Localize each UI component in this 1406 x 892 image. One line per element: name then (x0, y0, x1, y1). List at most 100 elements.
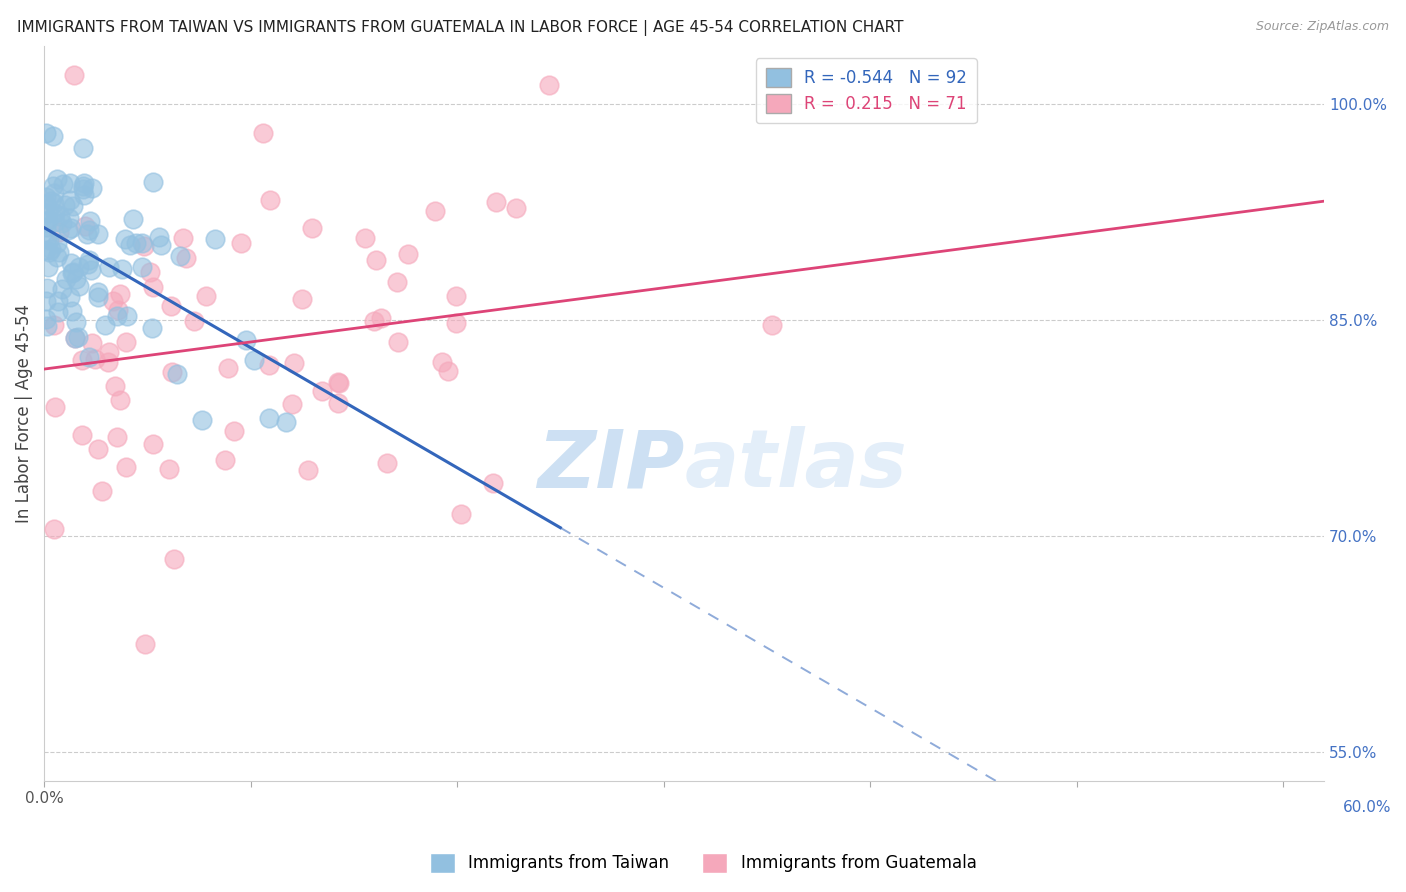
Point (53, 198, 76, 212)
Point (42, 179, 65, 194)
Point (59, 176, 82, 190)
Point (157, 462, 180, 476)
Point (45, 251, 67, 265)
Point (160, 365, 183, 379)
Point (484, 195, 506, 210)
Point (59, 221, 82, 235)
Point (370, 310, 392, 325)
Point (115, 459, 138, 474)
Point (101, 294, 124, 309)
Point (311, 384, 333, 399)
Point (366, 252, 388, 267)
Point (94, 318, 117, 332)
Point (77, 350, 100, 364)
Point (37, 212, 59, 227)
Point (204, 232, 226, 246)
Point (41, 242, 63, 256)
Point (326, 396, 349, 410)
Point (35, 294, 58, 309)
Point (142, 280, 165, 294)
Point (72, 141, 94, 155)
Point (114, 232, 136, 246)
Point (122, 212, 145, 227)
Point (87, 285, 110, 299)
Point (37, 318, 59, 333)
Point (38, 233, 60, 247)
Point (444, 289, 467, 303)
Point (115, 334, 138, 349)
Point (44, 215, 66, 229)
Point (163, 551, 186, 566)
Point (252, 126, 274, 140)
Point (149, 238, 172, 252)
Point (66, 329, 89, 343)
Point (387, 334, 409, 349)
Point (51, 216, 73, 230)
Point (70, 352, 93, 367)
Point (183, 314, 205, 328)
Point (65, 315, 87, 329)
Point (257, 411, 280, 425)
Text: ZIP: ZIP (537, 426, 685, 504)
Point (141, 321, 163, 335)
Y-axis label: In Labor Force | Age 45-54: In Labor Force | Age 45-54 (15, 304, 32, 523)
Point (131, 235, 153, 250)
Point (76, 257, 98, 271)
Point (51, 282, 73, 296)
Point (48, 305, 70, 319)
Point (105, 430, 128, 444)
Point (35, 190, 58, 204)
Point (65, 272, 87, 286)
Text: 60.0%: 60.0% (1343, 799, 1391, 814)
Point (35, 244, 58, 258)
Point (259, 358, 281, 372)
Point (86, 227, 108, 241)
Point (537, 78, 560, 93)
Point (217, 361, 239, 376)
Point (214, 452, 236, 467)
Point (166, 368, 188, 382)
Point (148, 229, 170, 244)
Point (195, 289, 218, 303)
Point (387, 275, 409, 289)
Point (363, 313, 385, 327)
Text: atlas: atlas (685, 426, 907, 504)
Point (70, 428, 93, 442)
Point (48, 244, 70, 259)
Point (105, 309, 128, 323)
Point (83, 351, 105, 366)
Point (44, 195, 66, 210)
Point (375, 457, 398, 471)
Point (35, 126, 58, 140)
Point (103, 379, 125, 393)
Point (73, 219, 96, 233)
Point (98, 345, 121, 359)
Point (283, 356, 305, 370)
Point (46, 172, 69, 186)
Point (134, 239, 156, 253)
Point (131, 260, 153, 274)
Point (110, 262, 132, 277)
Point (38, 245, 60, 260)
Point (44, 522, 66, 536)
Point (108, 286, 131, 301)
Point (62, 304, 84, 318)
Point (35, 281, 58, 295)
Point (291, 292, 314, 306)
Point (142, 437, 165, 451)
Point (35, 197, 58, 211)
Point (430, 355, 453, 369)
Point (44, 205, 66, 219)
Point (79, 214, 101, 228)
Point (48, 225, 70, 239)
Point (55, 272, 77, 286)
Point (37, 231, 59, 245)
Point (73, 176, 96, 190)
Point (59, 290, 82, 304)
Point (63, 330, 86, 344)
Point (60, 266, 83, 280)
Point (482, 475, 505, 490)
Legend: R = -0.544   N = 92, R =  0.215   N = 71: R = -0.544 N = 92, R = 0.215 N = 71 (755, 58, 977, 123)
Point (98, 260, 121, 274)
Point (328, 375, 350, 389)
